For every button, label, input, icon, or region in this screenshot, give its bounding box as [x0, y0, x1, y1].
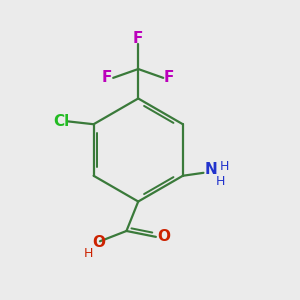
Text: H: H	[216, 175, 225, 188]
Text: N: N	[204, 162, 217, 177]
Text: F: F	[102, 70, 112, 86]
Text: Cl: Cl	[53, 114, 69, 129]
Text: O: O	[92, 235, 105, 250]
Text: H: H	[219, 160, 229, 173]
Text: O: O	[157, 230, 170, 244]
Text: H: H	[83, 247, 93, 260]
Text: F: F	[164, 70, 174, 86]
Text: F: F	[133, 31, 143, 46]
